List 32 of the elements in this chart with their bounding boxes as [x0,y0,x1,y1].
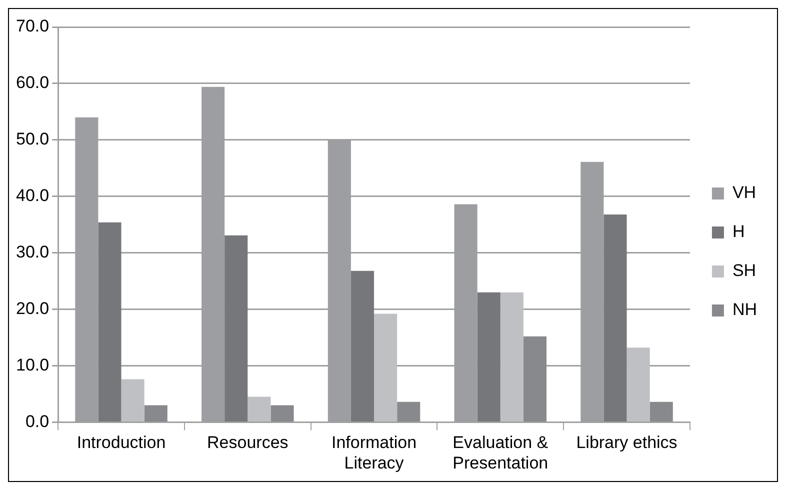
bar [397,402,420,422]
bar [98,222,122,422]
y-tick-label: 10.0 [16,355,50,374]
bar [270,405,294,422]
y-tick-label: 60.0 [16,73,50,92]
bar [248,396,271,422]
bar [626,348,650,422]
x-tick-label: Introduction [76,433,166,452]
legend-label: SH [732,261,756,280]
x-tick-label: Resources [207,433,288,452]
y-tick-label: 20.0 [16,298,50,318]
x-tick-label: Information Literacy [331,433,417,472]
legend-label: VH [732,183,756,202]
bar [350,270,374,422]
y-tick-label: 70.0 [16,16,50,36]
legend-label: NH [732,300,758,320]
bar [500,292,524,422]
bar [224,235,248,422]
y-tick-label: 0.0 [25,412,50,431]
bar [650,402,673,422]
y-tick-label: 50.0 [16,130,50,149]
bar [144,405,168,422]
bar [121,379,144,422]
bar [604,214,627,422]
x-tick-label: Library ethics [576,433,678,452]
bar [523,336,547,422]
legend-label: H [732,222,745,242]
x-tick-label: Evaluation & Presentation [452,433,549,472]
y-tick-label: 30.0 [16,242,50,262]
bar [477,292,500,422]
y-tick-label: 40.0 [16,186,50,206]
bar [374,314,398,422]
